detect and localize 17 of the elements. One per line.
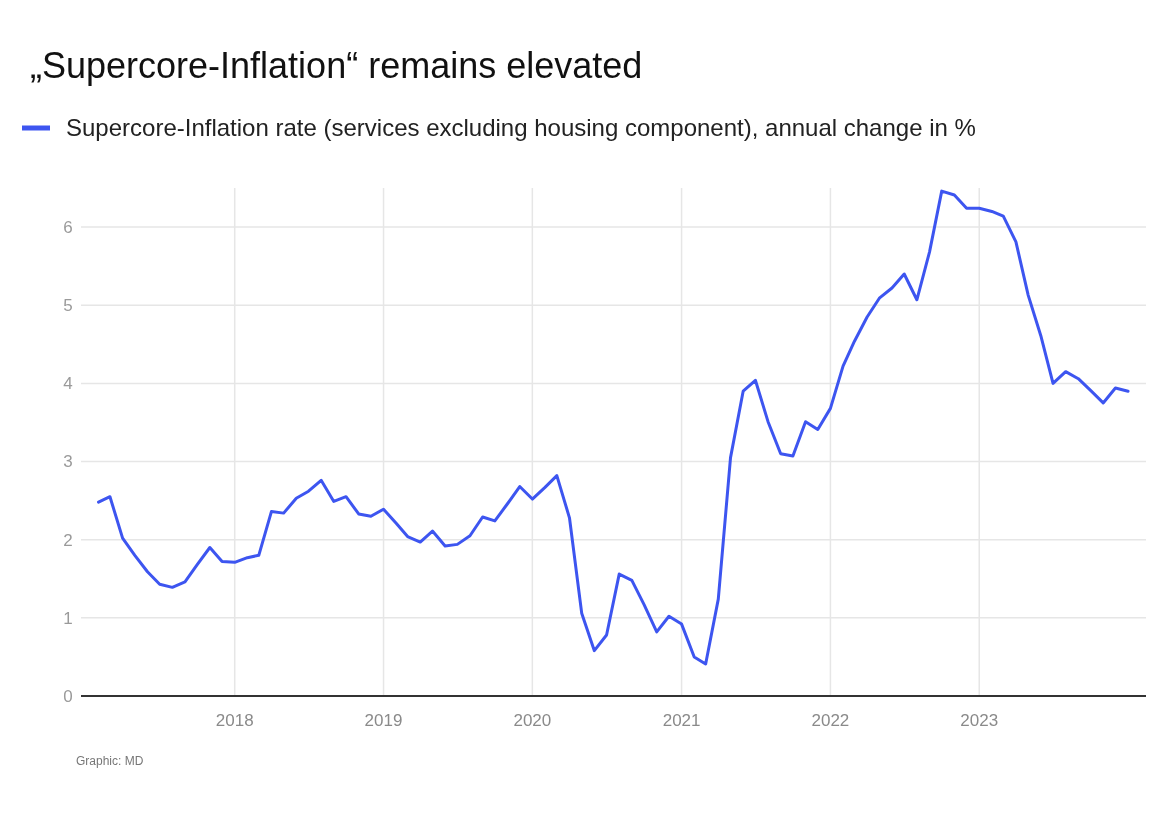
x-tick-label: 2019	[364, 711, 403, 730]
legend-label: Supercore-Inflation rate (services excluding housing component), annual change in %	[66, 114, 976, 141]
x-tick-label: 2021	[662, 711, 701, 730]
y-tick-label: 1	[63, 608, 73, 628]
line-series	[97, 189, 1130, 666]
y-tick-label: 5	[63, 296, 73, 316]
y-tick-label: 4	[63, 374, 73, 394]
y-tick-label: 6	[63, 218, 73, 238]
text: Graphic: MD	[76, 754, 144, 768]
y-tick-label: 0	[63, 686, 73, 706]
x-tick-label: 2023	[960, 711, 999, 730]
x-tick-label: 2020	[513, 711, 552, 730]
y-tick-label: 2	[63, 530, 73, 550]
chart-title: „Supercore-Inflation“ remains elevated	[30, 45, 643, 86]
x-tick-label: 2018	[215, 711, 254, 730]
x-tick-label: 2022	[811, 711, 850, 730]
y-tick-label: 3	[63, 452, 73, 472]
